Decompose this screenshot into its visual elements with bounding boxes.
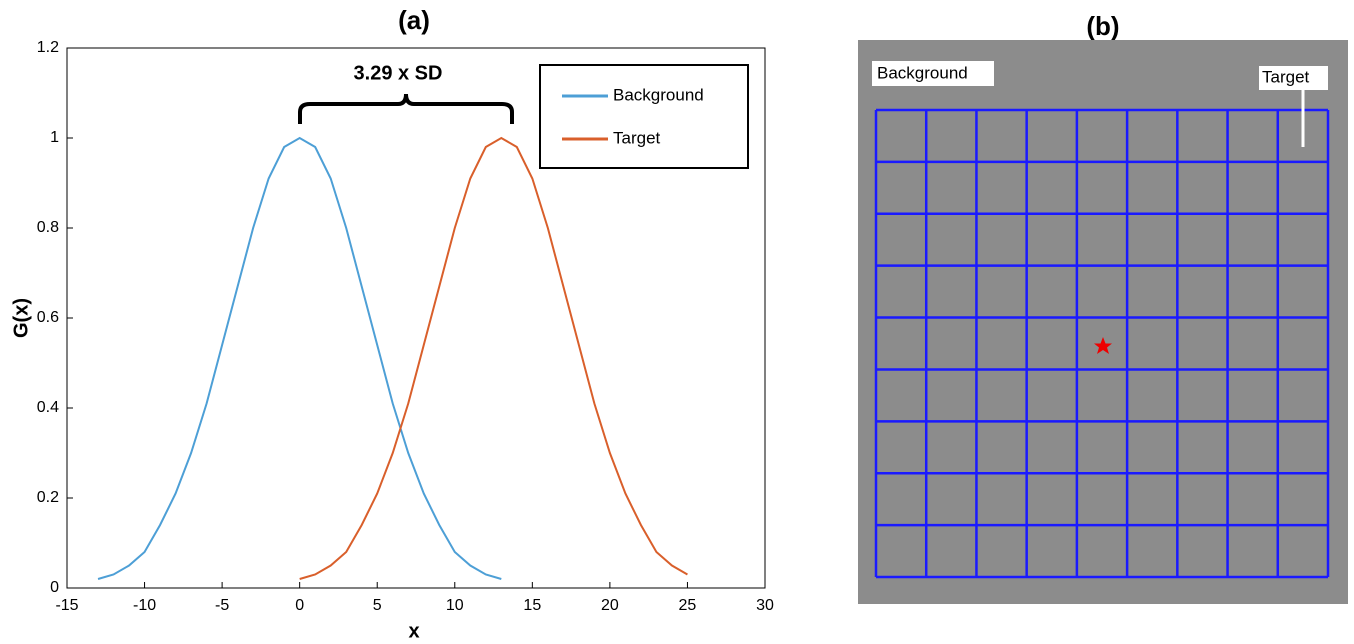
x-tick-label: 0 bbox=[295, 597, 304, 614]
x-tick-label: 15 bbox=[523, 597, 541, 614]
brace bbox=[300, 94, 512, 124]
x-tick-label: 10 bbox=[446, 597, 464, 614]
y-tick-label: 0 bbox=[50, 579, 59, 596]
y-tick-label: 1 bbox=[50, 129, 59, 146]
image-background bbox=[858, 40, 1348, 604]
chart-title: (a) bbox=[398, 5, 430, 35]
image-label: Target bbox=[1262, 67, 1310, 86]
image-label: Background bbox=[877, 63, 968, 82]
x-tick-label: 20 bbox=[601, 597, 619, 614]
y-tick-label: 1.2 bbox=[37, 39, 59, 56]
y-tick-label: 0.8 bbox=[37, 219, 59, 236]
x-tick-label: -5 bbox=[215, 597, 229, 614]
y-tick-label: 0.4 bbox=[37, 399, 59, 416]
x-tick-label: -10 bbox=[133, 597, 156, 614]
x-tick-label: 30 bbox=[756, 597, 774, 614]
annotation: 3.29 x SD bbox=[354, 62, 443, 84]
y-tick-label: 0.2 bbox=[37, 489, 59, 506]
legend-box bbox=[540, 65, 748, 168]
x-tick-label: -15 bbox=[55, 597, 78, 614]
y-axis-label: G(x) bbox=[10, 298, 32, 338]
panel-title: (b) bbox=[1086, 11, 1119, 41]
x-tick-label: 25 bbox=[679, 597, 697, 614]
figure: (a) x G(x) 3.29 x SD Background Target (b… bbox=[0, 0, 1354, 644]
y-tick-label: 0.6 bbox=[37, 309, 59, 326]
legend-label: Background bbox=[613, 85, 704, 104]
x-tick-label: 5 bbox=[373, 597, 382, 614]
x-axis-label: x bbox=[408, 620, 419, 642]
legend-label: Target bbox=[613, 128, 661, 147]
line-series bbox=[98, 138, 501, 579]
line-series bbox=[300, 138, 688, 579]
